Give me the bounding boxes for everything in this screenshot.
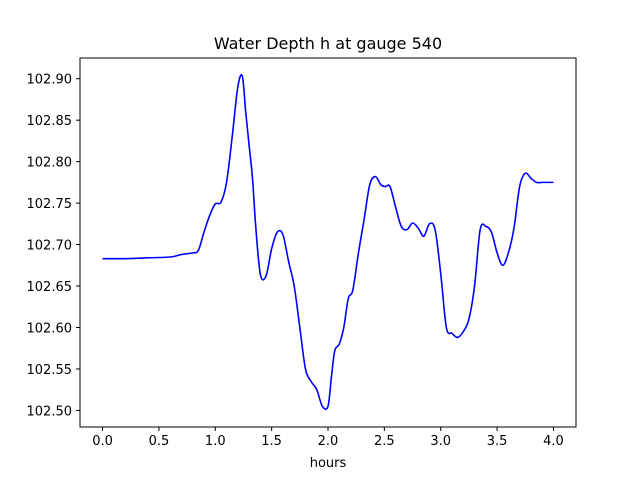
x-tick-label: 2.0 <box>318 434 339 449</box>
x-tick-label: 2.5 <box>374 434 395 449</box>
y-tick-label: 102.50 <box>27 404 73 419</box>
y-tick-label: 102.60 <box>27 321 73 336</box>
x-axis-ticks: 0.0 0.5 1.0 1.5 2.0 2.5 3.0 3.5 4.0 <box>92 427 564 449</box>
x-tick-label: 3.5 <box>487 434 508 449</box>
x-tick-label: 4.0 <box>543 434 564 449</box>
x-tick-label: 0.5 <box>149 434 170 449</box>
y-tick-label: 102.80 <box>27 156 73 171</box>
chart-title: Water Depth h at gauge 540 <box>214 34 442 53</box>
series-line <box>102 73 554 410</box>
y-axis-ticks: 102.50 102.55 102.60 102.65 102.70 102.75 102.… <box>27 73 80 419</box>
y-tick-label: 102.85 <box>27 114 73 129</box>
y-tick-label: 102.65 <box>27 280 73 295</box>
y-tick-label: 102.90 <box>27 73 73 88</box>
plot-area <box>102 73 554 410</box>
x-axis-label: hours <box>310 456 347 471</box>
y-tick-label: 102.55 <box>27 363 73 378</box>
plot-frame <box>79 57 577 428</box>
x-tick-label: 0.0 <box>92 434 113 449</box>
x-tick-label: 1.5 <box>261 434 282 449</box>
x-tick-label: 1.0 <box>205 434 226 449</box>
y-tick-label: 102.70 <box>27 239 73 254</box>
y-tick-label: 102.75 <box>27 197 73 212</box>
x-tick-label: 3.0 <box>430 434 451 449</box>
